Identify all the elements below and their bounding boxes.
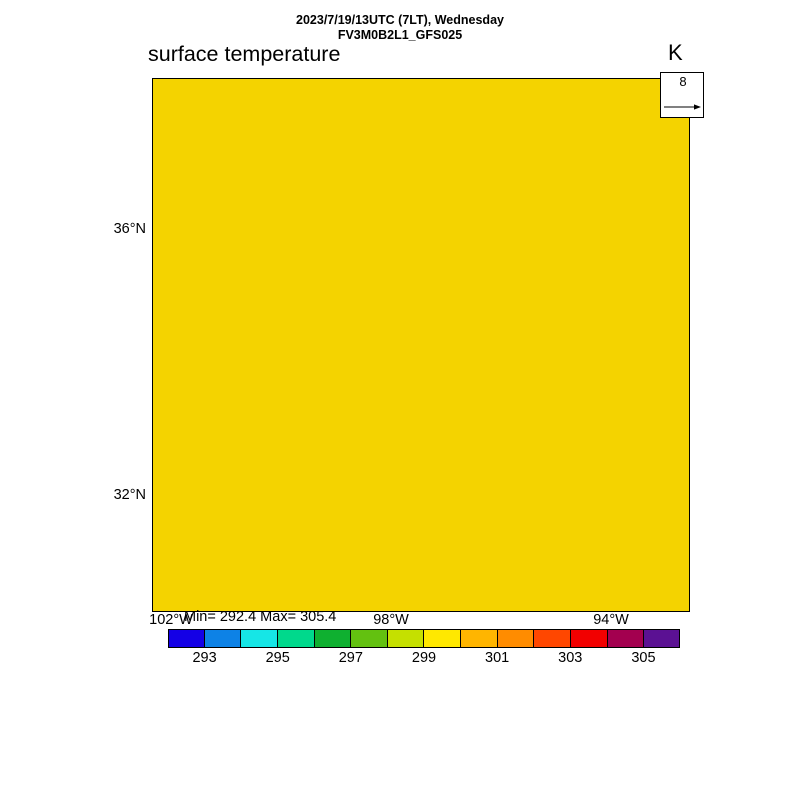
lon-label-94w: 94°W (593, 612, 629, 628)
colorbar-swatch (496, 629, 534, 648)
colorbar-swatch (643, 629, 680, 648)
colorbar-swatch (570, 629, 607, 648)
colorbar-swatch (606, 629, 644, 648)
colorbar[interactable] (168, 629, 680, 648)
model-name-title: FV3M0B2L1_GFS025 (337, 28, 463, 42)
lon-label-102w: 102°W (149, 612, 193, 628)
colorbar-tick-label: 301 (485, 650, 510, 666)
colorbar-swatch (350, 629, 387, 648)
minmax-statistics: Min= 292.4 Max= 305.4 (184, 609, 337, 625)
colorbar-swatch (386, 629, 424, 648)
colorbar-tick-label: 305 (631, 650, 656, 666)
colorbar-swatch (203, 629, 241, 648)
colorbar-swatch (423, 629, 461, 648)
colorbar-swatch (533, 629, 571, 648)
date-time-title: 2023/7/19/13UTC (7LT), Wednesday (296, 13, 504, 27)
colorbar-tick-label: 299 (411, 650, 437, 666)
colorbar-swatch (240, 629, 277, 648)
map-plot-area[interactable] (152, 78, 690, 612)
colorbar-tick-label: 293 (192, 650, 217, 666)
colorbar-swatch (460, 629, 497, 648)
page-title: surface temperature (148, 42, 341, 66)
colorbar-tick-labels: 293 295 297 299 301 303 305 (168, 650, 680, 668)
lat-label-36n: 36°N (113, 221, 146, 237)
colorbar-swatch (313, 629, 351, 648)
colorbar-swatch (168, 629, 204, 648)
temperature-field-raster (153, 79, 689, 611)
wind-vector-overlay (153, 79, 689, 611)
colorbar-tick-label: 297 (338, 650, 363, 666)
unit-label: K (668, 40, 683, 65)
colorbar-tick-label: 303 (558, 650, 583, 666)
lat-label-32n: 32°N (113, 487, 146, 503)
wind-vector-legend: 8 (660, 72, 704, 118)
wind-reference-arrow-icon (664, 104, 701, 110)
lon-label-98w: 98°W (373, 612, 409, 628)
colorbar-swatch (276, 629, 314, 648)
colorbar-tick-label: 295 (265, 650, 290, 666)
wind-reference-value: 8 (679, 74, 687, 89)
